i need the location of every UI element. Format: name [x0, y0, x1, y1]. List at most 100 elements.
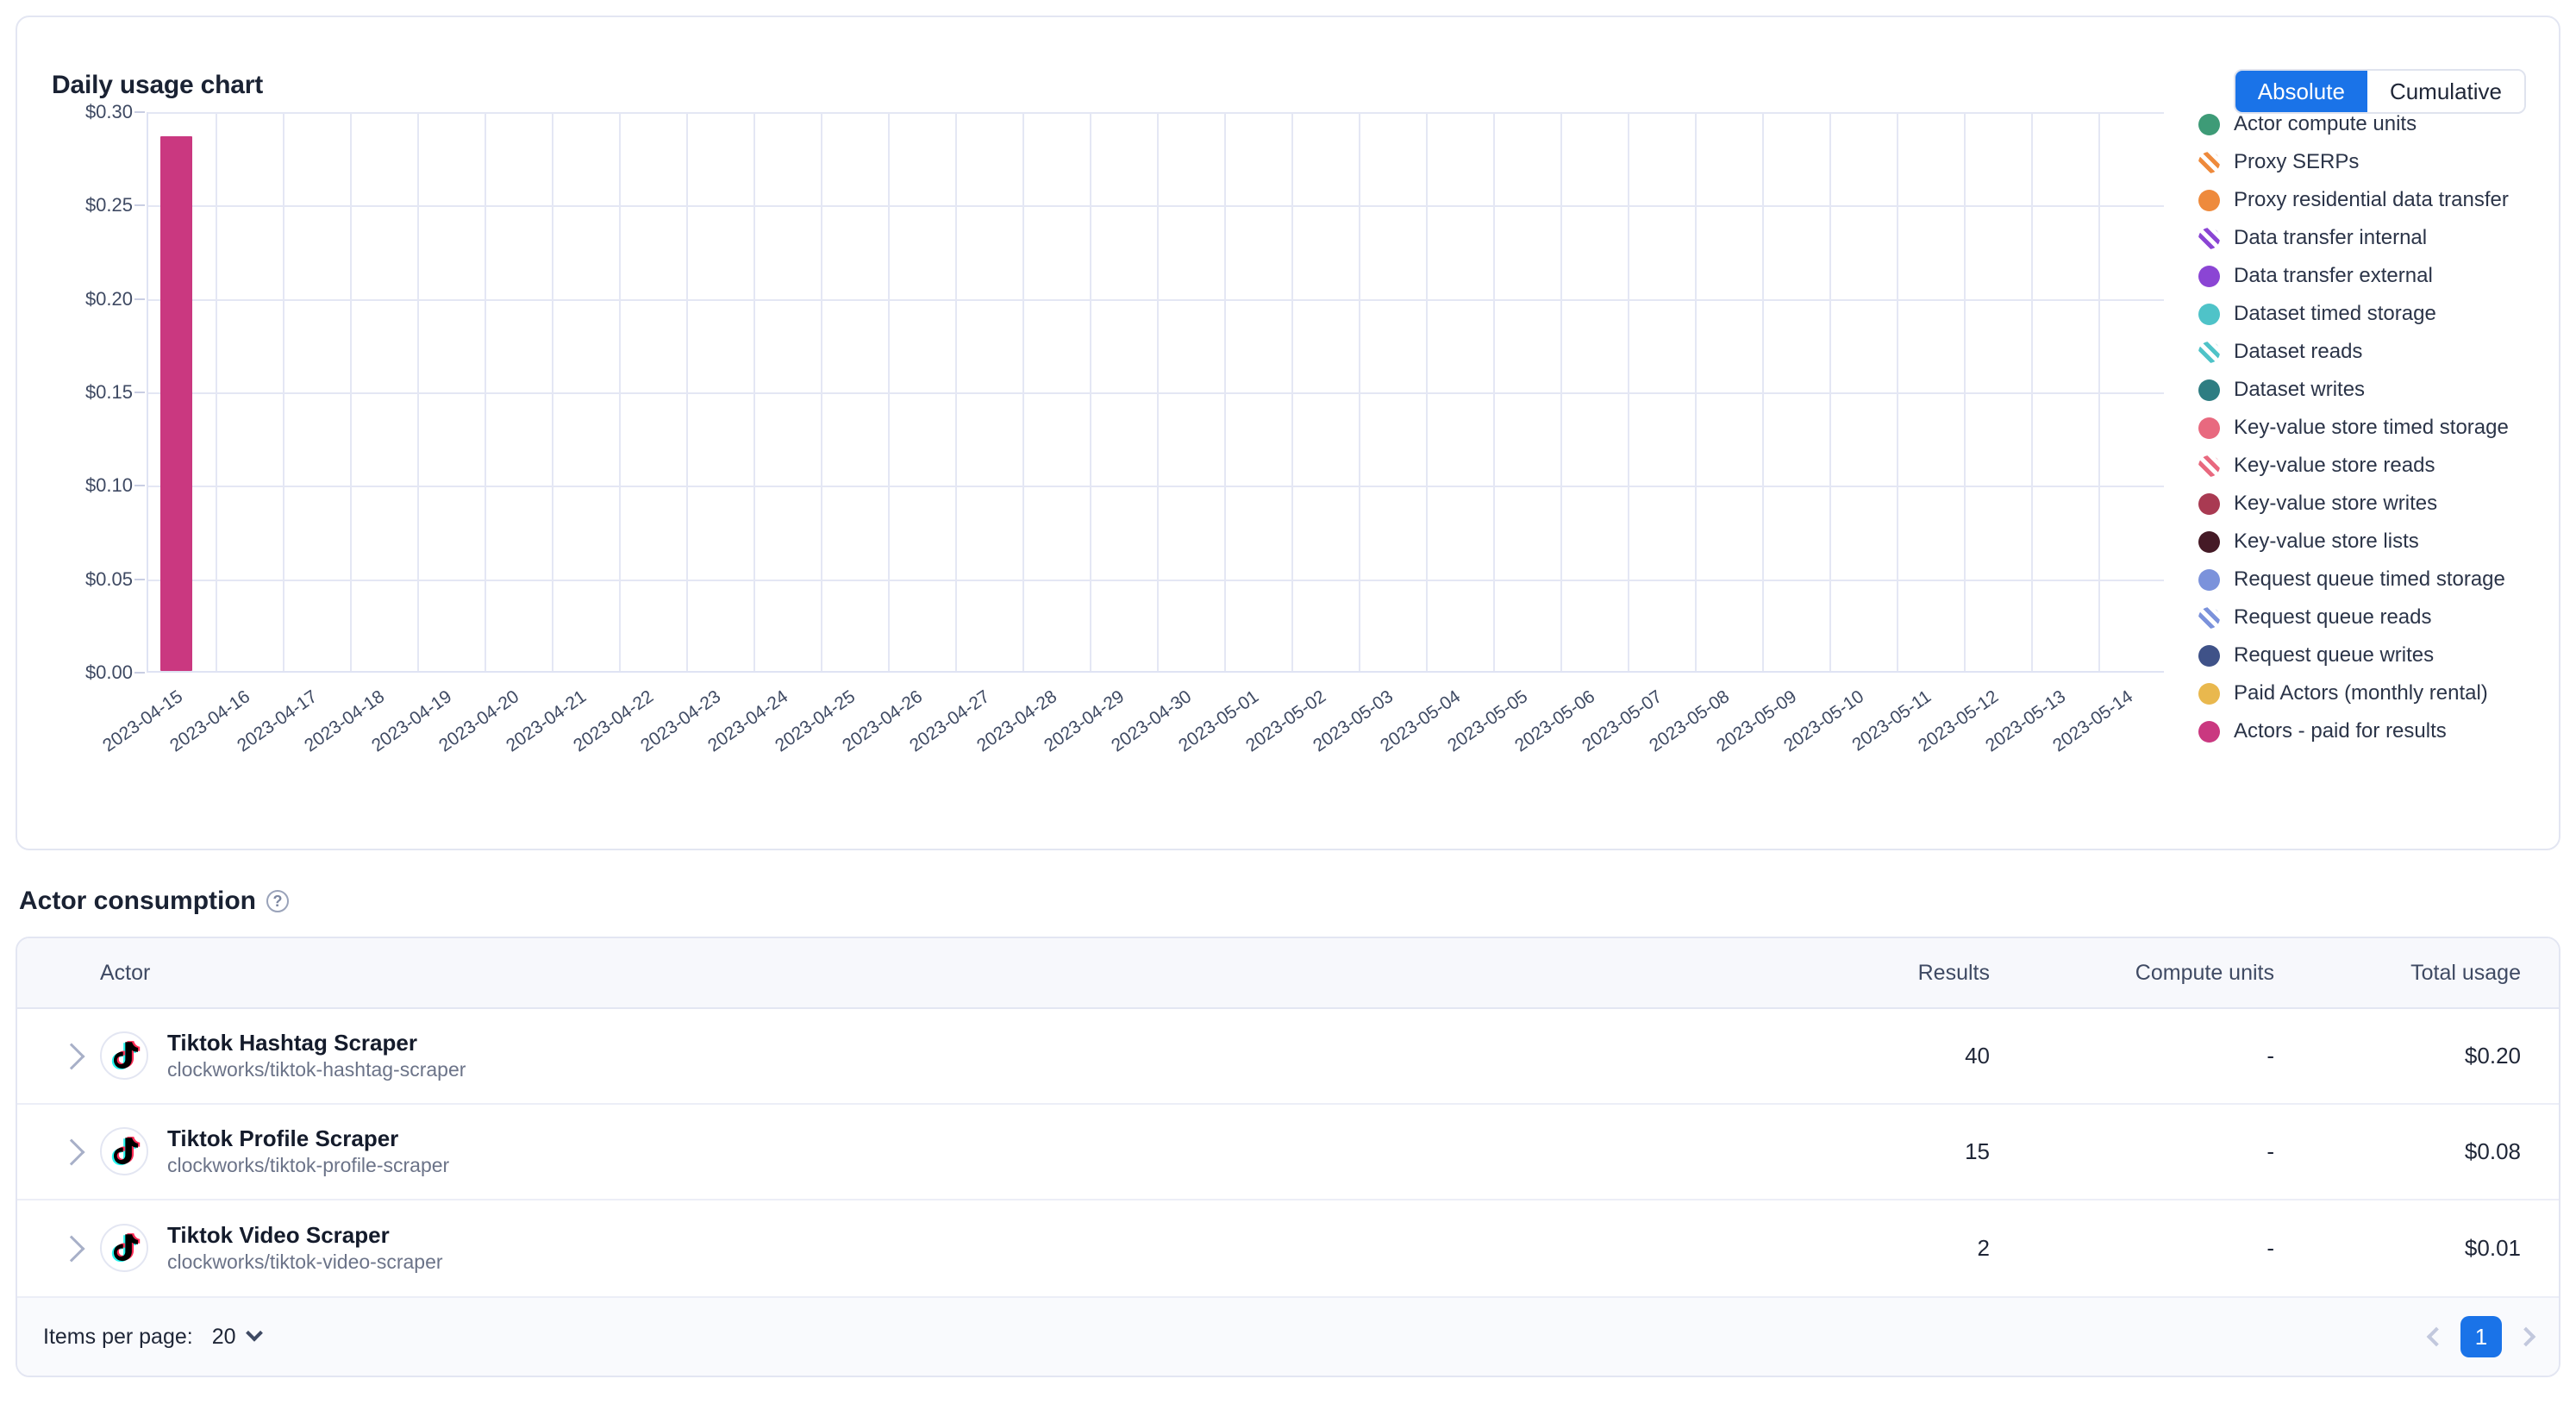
- chevron-right-icon: [58, 1234, 85, 1263]
- y-axis-tick-label: $0.05: [84, 567, 133, 590]
- legend-item[interactable]: Paid Actors (monthly rental): [2198, 674, 2569, 712]
- page-number-button[interactable]: 1: [2460, 1316, 2502, 1357]
- legend-label: Key-value store lists: [2234, 530, 2419, 553]
- items-per-page-select[interactable]: 20: [211, 1324, 263, 1350]
- gridline-vertical: [1964, 112, 1966, 671]
- chevron-left-icon[interactable]: [2426, 1326, 2447, 1347]
- y-axis-tick-label: $0.00: [84, 661, 133, 683]
- actor-name[interactable]: Tiktok Profile Scraper: [167, 1125, 399, 1152]
- column-header-actor: Actor: [100, 960, 151, 985]
- legend-item[interactable]: Request queue timed storage: [2198, 561, 2569, 599]
- results-cell: 15: [1965, 1138, 1990, 1164]
- section-title: Actor consumption: [19, 887, 256, 915]
- legend-swatch-icon: [2198, 530, 2220, 553]
- y-axis-tick-label: $0.25: [84, 194, 133, 216]
- y-axis-tick: [134, 485, 145, 487]
- legend-item[interactable]: Dataset timed storage: [2198, 295, 2569, 333]
- chart-plot-area: $0.00 $0.05 $0.10 $0.15 $0.20 $0.25 $0.30 2023…: [17, 100, 2559, 849]
- legend-swatch-icon: [2198, 454, 2220, 477]
- gridline-vertical: [216, 112, 217, 671]
- legend-item[interactable]: Request queue writes: [2198, 636, 2569, 674]
- chart-bar[interactable]: [160, 136, 192, 671]
- compute-units-cell: -: [2267, 1043, 2274, 1069]
- gridline-vertical: [1291, 112, 1293, 671]
- legend-label: Dataset timed storage: [2234, 302, 2436, 325]
- actor-slug[interactable]: clockworks/tiktok-video-scraper: [167, 1250, 443, 1273]
- column-header-total-usage: Total usage: [2410, 960, 2521, 985]
- legend-item[interactable]: Dataset reads: [2198, 333, 2569, 371]
- legend-item[interactable]: Proxy residential data transfer: [2198, 181, 2569, 219]
- table-row[interactable]: Tiktok Hashtag Scraper clockworks/tiktok-…: [17, 1009, 2559, 1105]
- actor-slug[interactable]: clockworks/tiktok-profile-scraper: [167, 1153, 450, 1176]
- legend-swatch-icon: [2198, 189, 2220, 211]
- table-row[interactable]: Tiktok Profile Scraper clockworks/tiktok-…: [17, 1105, 2559, 1200]
- legend-label: Data transfer internal: [2234, 226, 2428, 249]
- help-icon[interactable]: ?: [266, 890, 289, 912]
- chevron-right-icon: [58, 1042, 85, 1070]
- items-per-page-value: 20: [211, 1324, 236, 1349]
- legend-item[interactable]: Key-value store writes: [2198, 485, 2569, 523]
- legend-label: Paid Actors (monthly rental): [2234, 681, 2488, 705]
- pagination: 1: [2426, 1316, 2536, 1357]
- legend-label: Proxy SERPs: [2234, 150, 2360, 173]
- table-body: Tiktok Hashtag Scraper clockworks/tiktok-…: [17, 1009, 2559, 1296]
- legend-swatch-icon: [2198, 417, 2220, 439]
- legend-item[interactable]: Actors - paid for results: [2198, 712, 2569, 750]
- tab-absolute[interactable]: Absolute: [2235, 71, 2367, 112]
- legend-item[interactable]: Key-value store timed storage: [2198, 409, 2569, 447]
- y-axis-tick: [134, 204, 145, 207]
- actor-name[interactable]: Tiktok Hashtag Scraper: [167, 1030, 417, 1056]
- legend-item[interactable]: Key-value store lists: [2198, 523, 2569, 561]
- legend-item[interactable]: Data transfer internal: [2198, 219, 2569, 257]
- gridline-vertical: [955, 112, 957, 671]
- legend-swatch-icon: [2198, 720, 2220, 743]
- gridline-vertical: [1560, 112, 1562, 671]
- legend-item[interactable]: Actor compute units: [2198, 105, 2569, 143]
- y-axis-tick: [134, 672, 145, 674]
- y-axis-tick-label: $0.20: [84, 287, 133, 310]
- legend-swatch-icon: [2198, 303, 2220, 325]
- results-cell: 2: [1977, 1235, 1990, 1261]
- total-usage-cell: $0.01: [2464, 1235, 2521, 1261]
- legend-item[interactable]: Key-value store reads: [2198, 447, 2569, 485]
- y-axis-tick-label: $0.10: [84, 474, 133, 497]
- tab-cumulative[interactable]: Cumulative: [2367, 71, 2524, 112]
- gridline-vertical: [1359, 112, 1360, 671]
- chart-legend: Actor compute units Proxy SERPs Proxy resi…: [2198, 105, 2569, 750]
- legend-item[interactable]: Request queue reads: [2198, 599, 2569, 636]
- legend-label: Request queue reads: [2234, 605, 2432, 629]
- gridline-vertical: [888, 112, 890, 671]
- gridline-vertical: [821, 112, 822, 671]
- tiktok-logo-icon: [100, 1031, 148, 1081]
- gridline-horizontal: [148, 486, 2164, 488]
- gridline-vertical: [485, 112, 486, 671]
- expand-row-button[interactable]: [43, 1042, 100, 1070]
- total-usage-cell: $0.20: [2464, 1043, 2521, 1069]
- y-axis-tick-label: $0.30: [84, 101, 133, 122]
- legend-item[interactable]: Proxy SERPs: [2198, 143, 2569, 181]
- table-header-row: Actor Results Compute units Total usage: [17, 938, 2559, 1009]
- legend-swatch-icon: [2198, 227, 2220, 249]
- actor-slug[interactable]: clockworks/tiktok-hashtag-scraper: [167, 1057, 466, 1081]
- gridline-vertical: [1426, 112, 1428, 671]
- legend-swatch-icon: [2198, 341, 2220, 363]
- expand-row-button[interactable]: [43, 1138, 100, 1166]
- expand-row-button[interactable]: [43, 1234, 100, 1263]
- y-axis-tick: [134, 578, 145, 580]
- gridline-vertical: [283, 112, 284, 671]
- legend-item[interactable]: Data transfer external: [2198, 257, 2569, 295]
- chart-grid: [147, 112, 2164, 673]
- gridline-vertical: [1628, 112, 1629, 671]
- gridline-horizontal: [148, 392, 2164, 394]
- chart-mode-toggle[interactable]: Absolute Cumulative: [2233, 69, 2526, 114]
- legend-swatch-icon: [2198, 379, 2220, 401]
- actor-name[interactable]: Tiktok Video Scraper: [167, 1222, 390, 1249]
- chevron-right-icon[interactable]: [2516, 1326, 2536, 1347]
- y-axis-tick: [134, 392, 145, 393]
- legend-label: Request queue writes: [2234, 643, 2435, 667]
- table-row[interactable]: Tiktok Video Scraper clockworks/tiktok-vi…: [17, 1200, 2559, 1296]
- compute-units-cell: -: [2267, 1235, 2274, 1261]
- y-axis-tick: [134, 111, 145, 113]
- legend-swatch-icon: [2198, 113, 2220, 135]
- legend-item[interactable]: Dataset writes: [2198, 371, 2569, 409]
